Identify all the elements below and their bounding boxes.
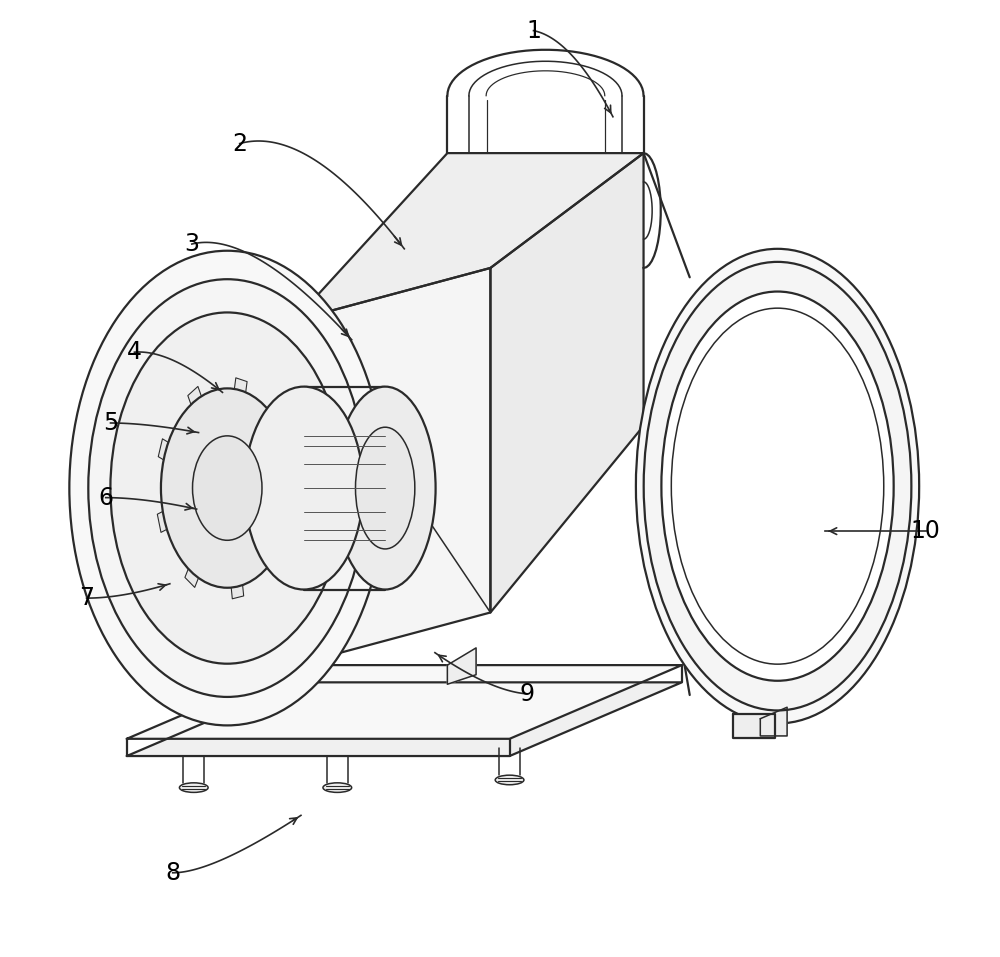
Text: 2: 2 [232, 131, 247, 156]
Text: 7: 7 [79, 586, 94, 611]
Text: 5: 5 [103, 411, 118, 435]
Ellipse shape [644, 262, 911, 710]
Text: 9: 9 [519, 681, 534, 706]
Text: 3: 3 [184, 232, 199, 256]
Polygon shape [276, 480, 299, 501]
Polygon shape [733, 714, 775, 738]
Text: 1: 1 [526, 18, 541, 43]
Ellipse shape [636, 249, 919, 723]
Polygon shape [231, 378, 247, 415]
Polygon shape [188, 387, 209, 426]
Polygon shape [447, 648, 476, 684]
Polygon shape [294, 268, 490, 665]
Polygon shape [262, 412, 287, 448]
Ellipse shape [323, 783, 352, 792]
Ellipse shape [335, 387, 436, 590]
Ellipse shape [69, 251, 385, 725]
Text: 4: 4 [127, 340, 142, 365]
Ellipse shape [88, 279, 366, 697]
Polygon shape [157, 503, 182, 532]
Ellipse shape [179, 783, 208, 792]
Polygon shape [294, 153, 644, 321]
Polygon shape [760, 707, 787, 736]
Polygon shape [158, 439, 183, 469]
Polygon shape [260, 531, 285, 568]
Text: 6: 6 [98, 485, 113, 510]
Ellipse shape [244, 387, 363, 590]
Polygon shape [127, 665, 682, 739]
Ellipse shape [161, 389, 294, 588]
Ellipse shape [355, 427, 415, 549]
Ellipse shape [193, 435, 262, 541]
Ellipse shape [661, 292, 894, 680]
Text: 8: 8 [165, 860, 180, 885]
Polygon shape [127, 682, 682, 756]
Polygon shape [490, 153, 644, 612]
Polygon shape [229, 562, 244, 599]
Ellipse shape [495, 775, 524, 785]
Polygon shape [185, 547, 206, 588]
Ellipse shape [110, 312, 344, 664]
Text: 10: 10 [911, 519, 941, 544]
